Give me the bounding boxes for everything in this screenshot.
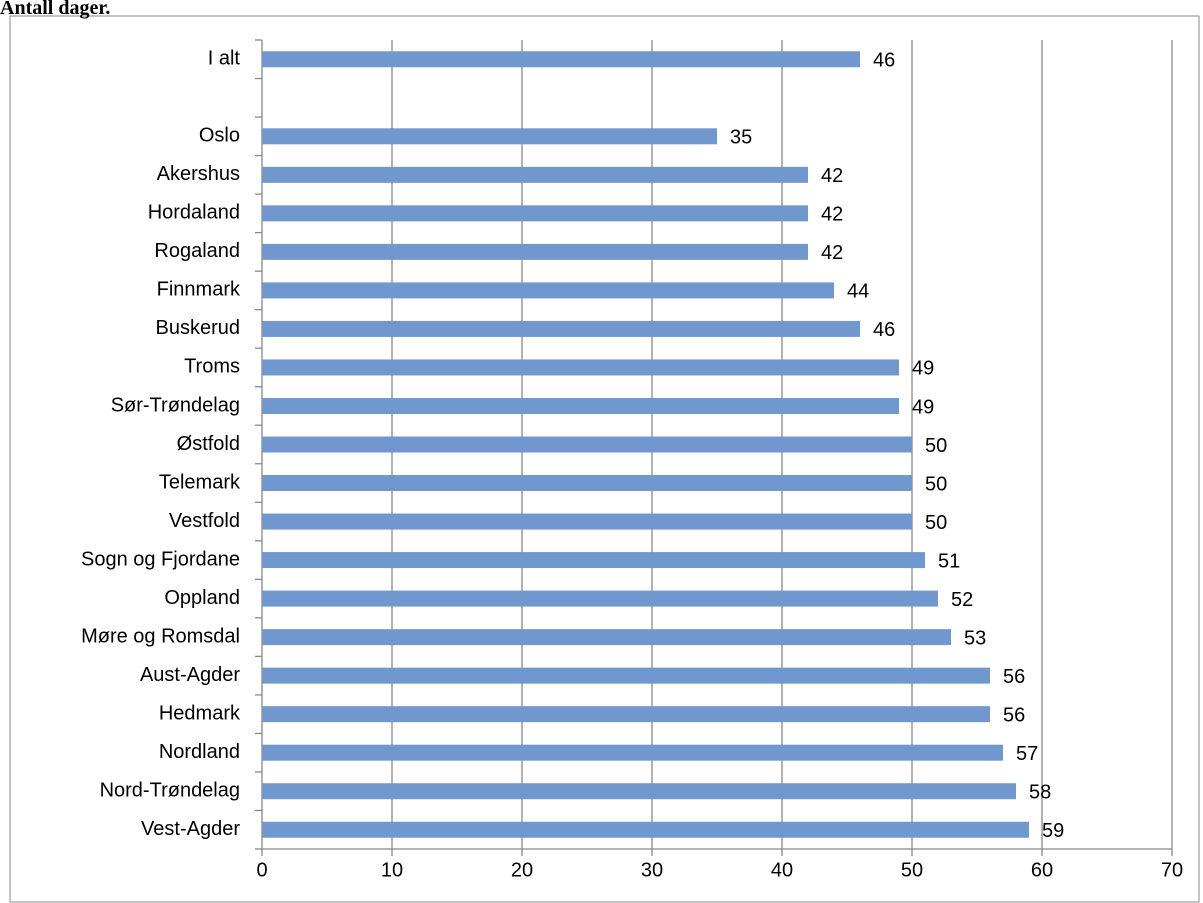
data-label: 50 [925,473,947,495]
y-tick-label: Østfold [177,433,240,455]
bar [262,320,860,337]
bar [262,629,951,646]
x-tick-label: 50 [901,859,923,881]
y-tick-label: Aust-Agder [140,664,240,686]
data-label: 42 [821,204,843,226]
bar [262,436,912,453]
y-tick-label: Buskerud [156,317,241,339]
y-tick-label: Sogn og Fjordane [81,548,240,570]
data-label: 51 [938,550,960,572]
data-label: 56 [1003,666,1025,688]
data-label: 49 [912,396,934,418]
x-tick-label: 10 [381,859,403,881]
x-tick-label: 40 [771,859,793,881]
data-label: 57 [1016,743,1038,765]
bar [262,552,925,569]
bar [262,783,1016,800]
y-tick-label: Nordland [159,741,240,763]
bar [262,513,912,530]
bar [262,166,808,183]
y-tick-label: Vestfold [169,510,240,532]
data-label: 59 [1042,820,1064,842]
data-label: 53 [964,627,986,649]
bar [262,475,912,492]
data-label: 58 [1029,781,1051,803]
bar [262,205,808,222]
y-tick-label: Rogaland [154,240,240,262]
bar [262,397,899,414]
y-tick-label: Hordaland [148,202,240,224]
chart-title: Antall dager. [0,0,110,19]
data-label: 46 [873,50,895,72]
y-tick-label: Nord-Trøndelag [100,779,240,801]
y-tick-label: Vest-Agder [141,818,240,840]
data-label: 42 [821,242,843,264]
data-label: 50 [925,512,947,534]
x-tick-label: 20 [511,859,533,881]
bar [262,706,990,723]
y-tick-label: Telemark [159,471,241,493]
bar [262,667,990,684]
data-label: 35 [730,127,752,149]
x-tick-label: 60 [1031,859,1053,881]
data-label: 46 [873,319,895,341]
bar [262,359,899,376]
data-label: 44 [847,281,869,303]
x-tick-label: 0 [256,859,267,881]
y-tick-label: Akershus [157,163,240,185]
bar [262,282,834,299]
bar [262,243,808,260]
data-label: 49 [912,358,934,380]
x-tick-label: 30 [641,859,663,881]
y-tick-label: Hedmark [159,702,241,724]
y-tick-label: Finnmark [157,279,241,301]
y-tick-label: I alt [208,48,241,70]
y-tick-label: Oppland [164,587,240,609]
chart-frame [9,15,1200,903]
y-tick-label: Oslo [199,125,240,147]
bar [262,128,717,145]
bar [262,51,860,68]
data-label: 50 [925,435,947,457]
data-label: 42 [821,165,843,187]
bar [262,744,1003,761]
x-tick-label: 70 [1161,859,1183,881]
data-label: 56 [1003,704,1025,726]
data-label: 52 [951,589,973,611]
y-tick-label: Møre og Romsdal [81,625,240,647]
bar [262,821,1029,838]
bar [262,590,938,607]
y-tick-label: Sør-Trøndelag [111,394,240,416]
y-tick-label: Troms [184,356,240,378]
